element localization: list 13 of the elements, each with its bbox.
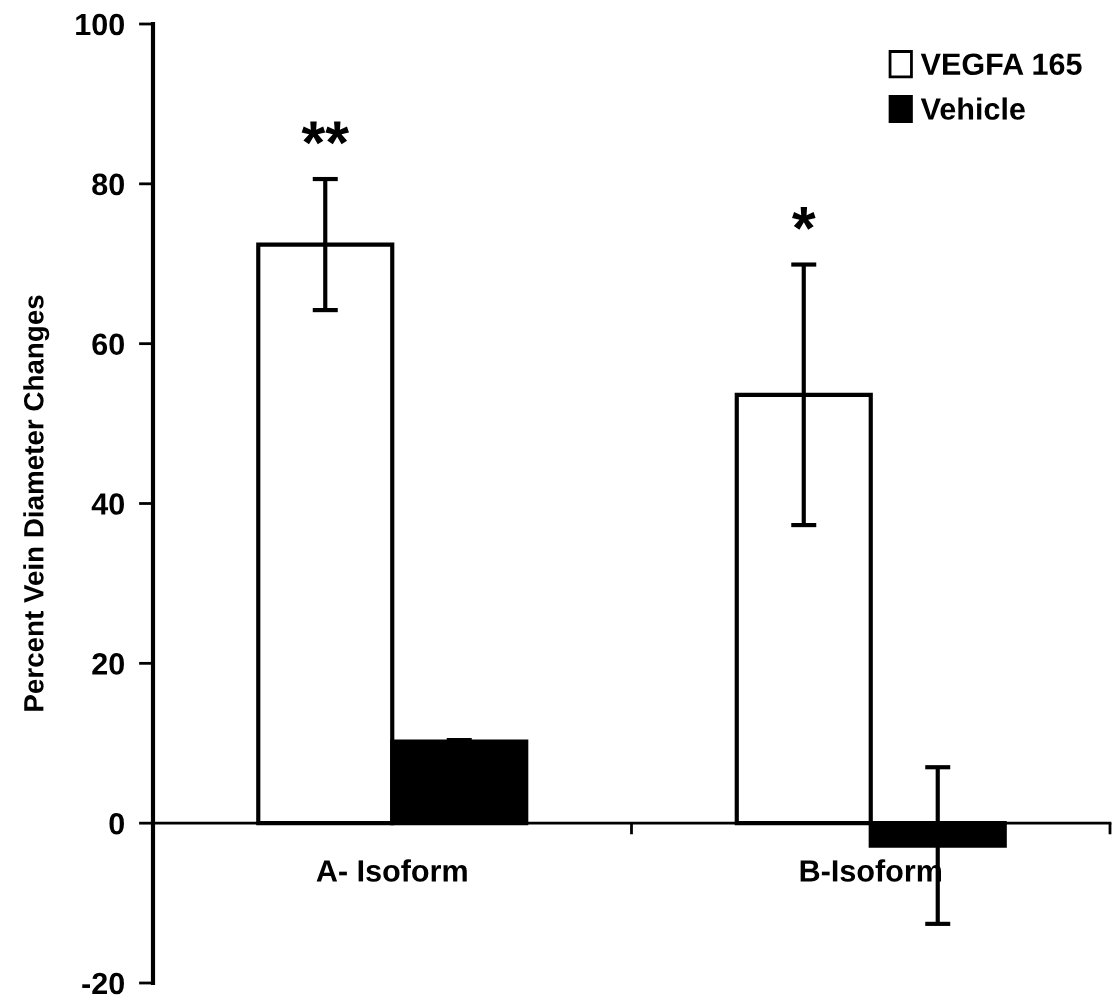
legend-label: Vehicle — [920, 97, 1025, 120]
y-tick-label: 80 — [92, 173, 124, 196]
x-tick-label: A- Isoform — [316, 859, 467, 882]
legend-label: VEGFA 165 — [920, 53, 1082, 76]
y-tick-label: 40 — [91, 493, 124, 515]
y-tick-label: 20 — [92, 653, 124, 675]
y-tick-label: 60 — [92, 333, 124, 356]
y-tick-label: -20 — [82, 972, 124, 995]
y-tick-label: 100 — [76, 13, 124, 36]
y-tick-label: 0 — [109, 812, 124, 835]
annotation: * — [792, 207, 816, 230]
annotation: ** — [301, 121, 349, 145]
y-axis-title: Percent Vein Diameter Changes — [23, 295, 50, 711]
